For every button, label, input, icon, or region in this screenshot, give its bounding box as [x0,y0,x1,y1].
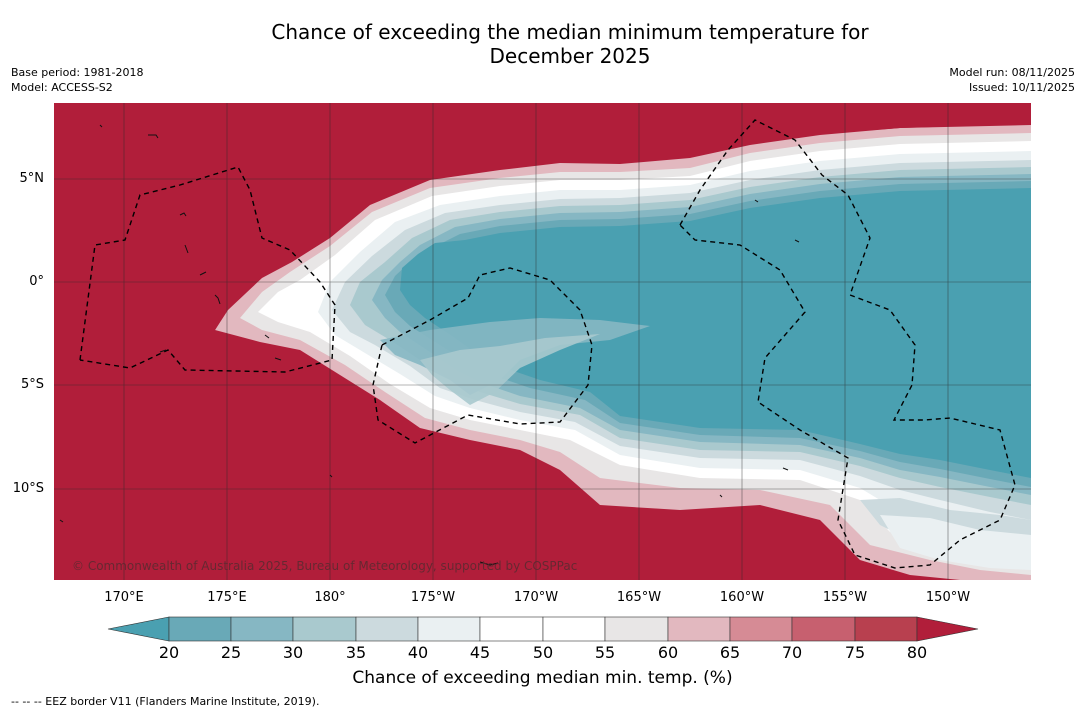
colorbar-bin-40-45 [417,616,481,642]
colorbar-bin-70-75 [791,616,856,642]
meta-right: Model run: 08/11/2025 Issued: 10/11/2025 [949,65,1075,95]
islands [59,124,800,566]
lon-label-170e: 170°E [104,590,144,605]
lat-label-10s: 10°S [12,481,44,496]
colorbar-bin-75-80 [854,616,918,642]
base-period: Base period: 1981-2018 [11,66,144,79]
colorbar-bin-60-65 [667,616,731,642]
colorbar-tick-55: 55 [594,643,616,662]
map-title-line1: Chance of exceeding the median minimum t… [271,20,869,44]
colorbar-tick-25: 25 [220,643,242,662]
colorbar-label: Chance of exceeding median min. temp. (%… [352,668,733,688]
colorbar-tick-35: 35 [345,643,367,662]
colorbar-tick-45: 45 [469,643,491,662]
lon-label-180: 180° [314,590,346,605]
colorbar-tick-60: 60 [657,643,679,662]
colorbar-bin-55-60 [604,616,669,642]
contour-inner-35 [420,334,600,405]
lon-label-175w: 175°W [410,590,456,605]
contour-below-20 [400,188,1031,478]
eez-footnote: -- -- -- EEZ border V11 (Flanders Marine… [11,695,320,708]
map-title: Chance of exceeding the median minimum t… [0,20,1085,68]
colorbar-extend-high [916,616,979,642]
lat-label-5s: 5°S [20,377,44,392]
eez-borders [79,119,1016,569]
colorbar-bin-35-40 [355,616,419,642]
colorbar-bin-20-25 [168,616,232,642]
colorbar [107,616,979,642]
colorbar-bin-50-55 [542,616,606,642]
graticule [54,103,1031,580]
colorbar-tick-20: 20 [158,643,180,662]
issued-date: Issued: 10/11/2025 [968,81,1075,94]
colorbar-tick-70: 70 [781,643,803,662]
contour-lower-45 [880,515,1031,570]
colorbar-tick-80: 80 [906,643,928,662]
lat-label-0: 0° [29,274,44,289]
probability-field [54,103,1031,580]
map-title-line2: December 2025 [489,44,651,68]
copyright-watermark: © Commonwealth of Australia 2025, Bureau… [72,559,578,573]
colorbar-bin-65-70 [729,616,793,642]
colorbar-tick-65: 65 [719,643,741,662]
lon-label-155w: 155°W [822,590,868,605]
meta-left: Base period: 1981-2018 Model: ACCESS-S2 [11,65,143,95]
lon-label-165w: 165°W [616,590,662,605]
lon-label-150w: 150°W [925,590,971,605]
lon-label-175e: 175°E [207,590,247,605]
colorbar-bin-25-30 [230,616,294,642]
model-run: Model run: 08/11/2025 [949,66,1075,79]
contour-upper-80 [54,103,1031,330]
colorbar-tick-75: 75 [844,643,866,662]
colorbar-extend-low [107,616,170,642]
colorbar-tick-40: 40 [407,643,429,662]
colorbar-bin-45-50 [479,616,544,642]
colorbar-tick-50: 50 [532,643,554,662]
colorbar-bin-30-35 [292,616,357,642]
lat-label-5n: 5°N [19,171,45,186]
lon-label-160w: 160°W [719,590,765,605]
lon-label-170w: 170°W [513,590,559,605]
colorbar-tick-30: 30 [282,643,304,662]
model-name: Model: ACCESS-S2 [11,81,113,94]
